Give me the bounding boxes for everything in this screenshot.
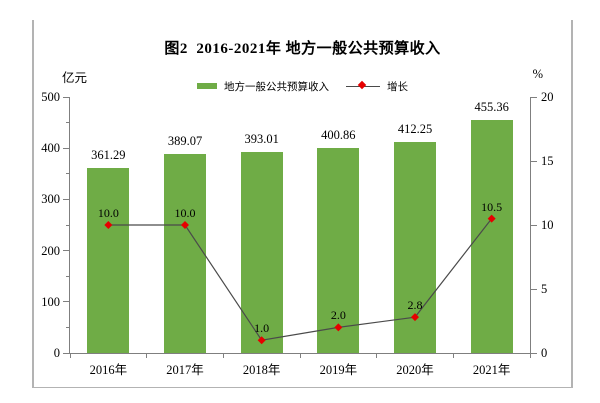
- right-axis-tick-label: 10: [541, 218, 554, 232]
- left-axis-tick-label: 500: [41, 90, 60, 104]
- x-axis-tick: [146, 354, 148, 358]
- left-axis-tick: [63, 96, 69, 98]
- bar-2016年: [87, 168, 130, 353]
- chart-title: 图2 2016-2021年 地方一般公共预算收入: [164, 41, 441, 57]
- left-axis-tick: [63, 352, 69, 354]
- legend: 地方一般公共预算收入 增长: [34, 79, 571, 93]
- x-axis-category-label: 2017年: [166, 363, 204, 377]
- line-legend-diamond-icon: [357, 80, 367, 90]
- left-axis-tick-label: 400: [41, 141, 60, 156]
- left-axis-tick: [66, 122, 69, 124]
- right-axis-line: [530, 97, 531, 353]
- x-axis-category-label: 2020年: [396, 363, 434, 377]
- growth-line-series: [104, 214, 496, 345]
- left-axis-tick: [66, 326, 69, 328]
- x-axis-line: [69, 353, 531, 354]
- left-axis-tick: [63, 301, 69, 303]
- x-axis-category-label: 2019年: [319, 363, 358, 377]
- left-axis-unit-label: 亿元: [62, 71, 88, 85]
- left-axis-tick: [63, 198, 69, 200]
- bar-value-label: 412.25: [397, 121, 433, 136]
- bar-value-label: 393.01: [244, 131, 279, 146]
- growth-line-path: [108, 218, 493, 341]
- right-axis-unit-label: %: [532, 67, 543, 81]
- growth-point-marker-icon: [487, 214, 496, 223]
- bar-series-legend-label: 地方一般公共预算收入: [224, 81, 329, 93]
- left-axis-tick: [63, 147, 69, 149]
- x-axis-tick: [376, 354, 378, 358]
- right-axis-tick: [531, 160, 537, 162]
- x-axis-tick: [69, 354, 71, 358]
- bar-value-label: 455.36: [474, 99, 509, 114]
- right-axis-tick-label: 20: [541, 90, 554, 104]
- growth-point-label: 1.0: [254, 321, 270, 336]
- x-axis-category-label: 2016年: [89, 363, 128, 377]
- left-axis-tick: [66, 224, 69, 226]
- growth-point-marker-icon: [181, 221, 189, 229]
- right-axis-tick-label: 0: [541, 346, 548, 360]
- x-axis-tick: [452, 354, 454, 358]
- x-axis-tick: [529, 354, 531, 358]
- left-axis-tick-label: 200: [41, 243, 60, 258]
- right-axis-tick: [531, 96, 537, 98]
- right-axis-tick: [531, 288, 537, 290]
- bar-value-label: 400.86: [321, 127, 356, 142]
- left-axis-tick: [66, 173, 69, 175]
- bar-2017年: [164, 153, 206, 353]
- left-axis-tick-label: 300: [41, 192, 60, 207]
- bar-series-swatch-icon: [197, 83, 217, 89]
- left-axis-tick: [63, 250, 69, 252]
- left-axis-line: [69, 97, 70, 353]
- line-series-legend-label: 增长: [387, 81, 408, 93]
- x-axis-tick: [222, 354, 224, 358]
- bar-value-label: 361.29: [91, 148, 126, 163]
- right-axis-tick: [531, 224, 537, 226]
- right-axis-tick: [531, 352, 537, 354]
- growth-point-label: 10.5: [481, 199, 503, 214]
- right-axis-tick-label: 5: [541, 282, 548, 296]
- growth-point-label: 10.0: [174, 206, 196, 220]
- x-axis-category-label: 2018年: [242, 363, 281, 377]
- growth-point-label: 2.0: [330, 308, 346, 323]
- left-axis-tick: [66, 275, 69, 277]
- bar-value-label: 389.07: [167, 133, 203, 148]
- growth-point-marker-icon: [104, 221, 113, 229]
- growth-point-marker-icon: [411, 313, 419, 322]
- left-axis-tick-label: 0: [53, 346, 60, 360]
- growth-point-marker-icon: [257, 336, 266, 345]
- left-axis-tick-label: 100: [41, 294, 60, 309]
- growth-point-label: 10.0: [97, 206, 119, 220]
- plot-area: 0 100 200 300 400 500 0 5 10 15 20 361.29 389.07 393.…: [41, 91, 553, 377]
- growth-point-label: 2.8: [407, 298, 423, 313]
- bar-2019年: [317, 147, 360, 353]
- x-axis-tick: [299, 354, 301, 358]
- line-series-swatch-icon: [346, 80, 380, 91]
- x-axis-category-label: 2021年: [472, 363, 511, 377]
- right-axis-tick-label: 15: [541, 154, 554, 168]
- chart-frame: 图2 2016-2021年 地方一般公共预算收入 亿元 % 地方一般公共预算收入…: [32, 20, 573, 388]
- growth-point-marker-icon: [334, 323, 343, 332]
